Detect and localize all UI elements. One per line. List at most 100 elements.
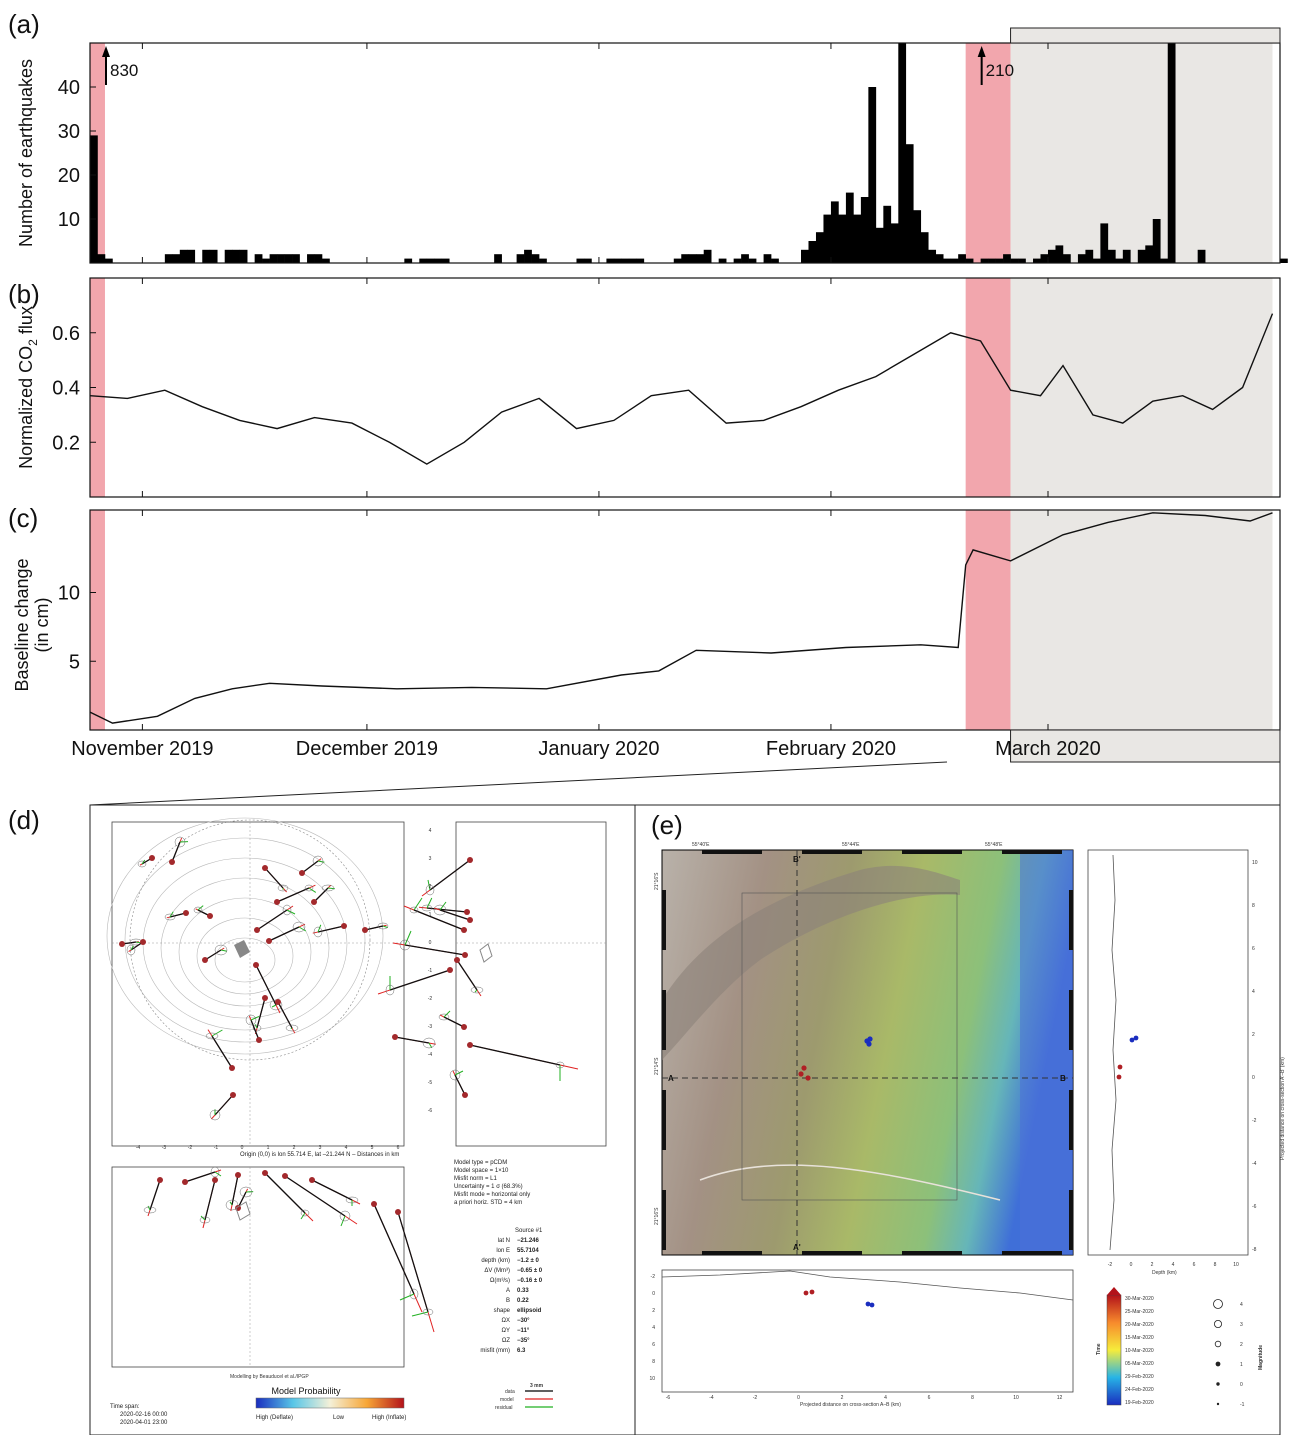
- right-dist-tick: 10: [1252, 860, 1258, 866]
- earthquake-bar: [741, 254, 749, 263]
- map-x-tick: 2: [293, 1145, 296, 1151]
- map-x-tick: -3: [162, 1145, 167, 1151]
- probability-colorbar: [255, 1397, 405, 1409]
- gnss-station: [447, 967, 453, 973]
- baseline-change-chart: 5 10 Baseline change (in cm): [12, 509, 1281, 731]
- earthquake-bar: [307, 254, 315, 263]
- series-line: [89, 512, 1273, 724]
- error-ellipse: [209, 1109, 221, 1121]
- earthquake-bar: [950, 258, 959, 263]
- earthquake-bar: [1055, 245, 1064, 263]
- y-tick-label: 30: [58, 121, 80, 143]
- earthquake-count-chart: 830 210 10 20 30 40 Number of earthquakes: [16, 42, 1288, 264]
- right-depth-tick: 10: [1233, 1262, 1239, 1268]
- gnss-station: [274, 899, 280, 905]
- legend-data: data: [505, 1389, 515, 1395]
- earthquake-dot: [801, 1065, 807, 1071]
- map-y-tick: 4: [429, 828, 432, 834]
- time-tick-label: 29-Feb-2020: [1125, 1374, 1154, 1380]
- magnitude-symbol: [1213, 1299, 1223, 1309]
- earthquake-bar: [90, 135, 98, 263]
- earthquake-bar: [426, 258, 435, 263]
- data-vector: [214, 1094, 234, 1116]
- bottom-section-quakes: -6 -4 -2 0 2 4 6 8 10 12 -2 0 2 4 6 8 10: [649, 1274, 1062, 1401]
- residual-vector: [220, 949, 228, 952]
- data-vector: [256, 909, 288, 931]
- x-section-tick: 8: [971, 1395, 974, 1401]
- map-x-tick: 4: [345, 1145, 348, 1151]
- right-dist-tick: 0: [1252, 1075, 1255, 1081]
- legend-residual: residual: [495, 1405, 513, 1411]
- zoom-box: [741, 892, 958, 1201]
- earthquake-bar: [1040, 254, 1049, 263]
- scale-label: 3 mm: [530, 1383, 544, 1389]
- data-vector: [204, 1179, 216, 1221]
- earthquake-markers: [798, 1036, 873, 1081]
- earthquake-bar: [830, 201, 839, 263]
- source-param-name: B: [506, 1298, 510, 1304]
- right-dist-tick: 8: [1252, 903, 1255, 909]
- earthquake-bar: [898, 43, 907, 263]
- gnss-station: [461, 1024, 467, 1030]
- earthquake-bar: [681, 254, 690, 263]
- y-axis-label: Normalized CO2 flux: [16, 306, 40, 469]
- magnitude-legend: 4 3 2 1 0 -1: [1213, 1299, 1245, 1408]
- coord-left-0: 21°16'S: [654, 872, 660, 890]
- time-tick-label: 24-Feb-2020: [1125, 1387, 1154, 1393]
- residual-vector: [229, 1201, 233, 1206]
- gnss-station: [229, 1065, 235, 1071]
- data-vector: [264, 867, 284, 889]
- source-param-value: −30°: [517, 1318, 530, 1324]
- overflow-arrowhead: [977, 46, 986, 57]
- source-param-value: −0.65 ± 0: [517, 1268, 543, 1274]
- contour-line: [214, 937, 276, 983]
- residual-vector: [147, 1205, 151, 1211]
- panel-label-e: (e): [651, 810, 683, 840]
- x-section-tick: 10: [1013, 1395, 1019, 1401]
- y-tick-label: 0.4: [52, 378, 80, 400]
- lava-flow: [699, 1164, 1001, 1201]
- error-ellipse: [205, 1032, 219, 1040]
- earthquake-bar: [187, 249, 196, 263]
- data-vector: [443, 1016, 465, 1028]
- error-ellipse: [214, 944, 228, 956]
- map-y-tick: -3: [428, 1024, 433, 1030]
- source-param-name: lon E: [496, 1248, 510, 1254]
- source-param-value: 55.7104: [517, 1248, 539, 1254]
- gnss-station: [212, 1177, 218, 1183]
- source-param-name: Ω(m³/s): [490, 1278, 510, 1284]
- x-section-depth-tick: 6: [652, 1342, 655, 1348]
- y-tick-label: 10: [58, 209, 80, 231]
- error-ellipse: [339, 1210, 351, 1222]
- ew-section-box: [111, 1166, 405, 1368]
- data-vector: [276, 887, 310, 903]
- earthquake-bar: [763, 254, 772, 263]
- earthquake-bar: [943, 258, 951, 263]
- earthquake-bar: [995, 258, 1004, 263]
- x-tick-label: March 2020: [995, 738, 1101, 760]
- magnitude-symbol: [1216, 1382, 1220, 1386]
- frame-tick-bar: [702, 1251, 762, 1255]
- magnitude-tick-label: 1: [1240, 1362, 1243, 1368]
- earthquake-bar: [269, 254, 278, 263]
- date-axis: November 2019 December 2019 January 2020 Fe…: [71, 27, 1281, 763]
- x-section-tick: -6: [666, 1395, 671, 1401]
- map-x-tick: 1: [267, 1145, 270, 1151]
- gnss-station: [467, 1042, 473, 1048]
- earthquake-bar: [868, 87, 877, 263]
- y-axis-label-units: (in cm): [32, 598, 52, 653]
- earthquake-bar: [292, 254, 300, 263]
- earthquake-bar: [988, 258, 996, 263]
- data-vector: [426, 907, 468, 913]
- y-tick-label: 20: [58, 165, 80, 187]
- earthquake-bar: [913, 210, 922, 263]
- zoom-window-highlight: [1010, 43, 1273, 263]
- earthquake-bar: [860, 197, 869, 263]
- earthquake-bar: [606, 258, 615, 263]
- earthquake-bar: [202, 249, 211, 263]
- error-ellipse: [282, 904, 292, 916]
- residual-vector: [286, 909, 296, 915]
- label-b: B: [1060, 1074, 1066, 1083]
- x-section-tick: -2: [753, 1395, 758, 1401]
- error-ellipse: [199, 1216, 211, 1224]
